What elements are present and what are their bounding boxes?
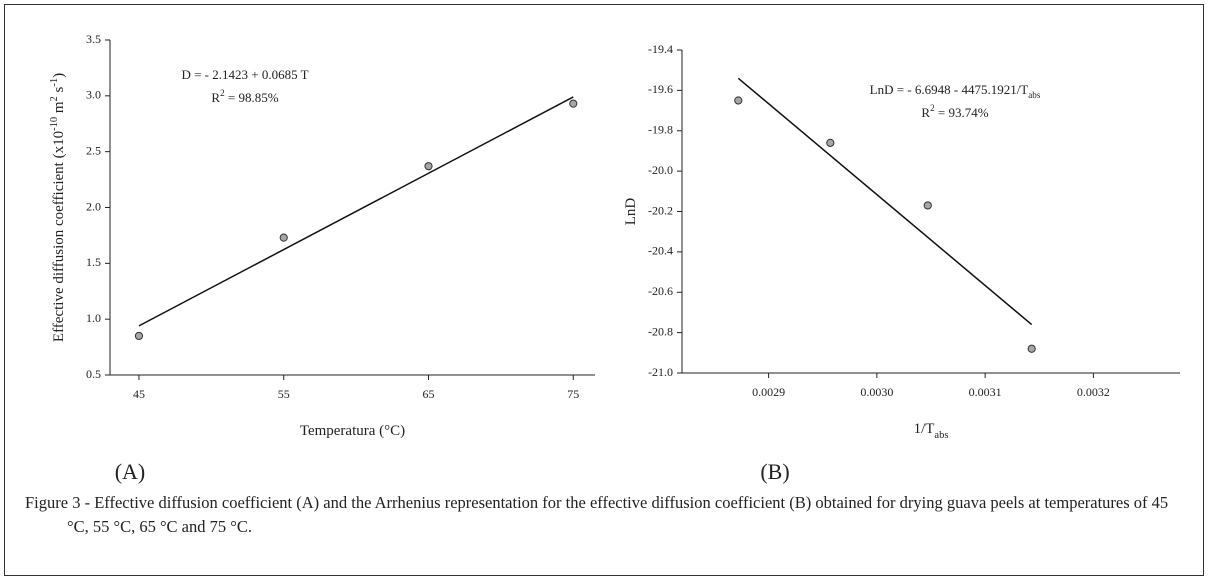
y-tick-label: 2.5 bbox=[86, 143, 101, 157]
fit-line bbox=[138, 96, 574, 327]
text-part: D = - 2.1423 + 0.0685 T bbox=[181, 67, 308, 82]
data-point bbox=[569, 99, 578, 108]
text-part: LnD = - 6.6948 - 4475.1921/T bbox=[870, 82, 1029, 97]
x-tick-label: 55 bbox=[278, 387, 290, 401]
data-point bbox=[279, 233, 288, 242]
data-point bbox=[826, 138, 835, 147]
annotation: D = - 2.1423 + 0.0685 T bbox=[181, 67, 308, 82]
y-tick-label: -19.4 bbox=[648, 42, 673, 56]
text-part: -10 bbox=[49, 117, 60, 131]
text-part: abs bbox=[934, 430, 948, 441]
x-axis-label: 1/Tabs bbox=[914, 421, 949, 440]
text-part: s bbox=[51, 86, 67, 96]
panel-label: (A) bbox=[115, 459, 146, 484]
y-tick-label: -20.4 bbox=[648, 244, 673, 258]
y-tick-label: 3.0 bbox=[86, 88, 101, 102]
y-tick-label: -20.8 bbox=[648, 324, 673, 338]
text-part: R bbox=[211, 90, 220, 105]
text-part: LnD bbox=[623, 198, 639, 226]
text-part: 2 bbox=[220, 88, 225, 98]
panel-label: (B) bbox=[760, 459, 789, 484]
text-part: = 98.85% bbox=[225, 90, 279, 105]
y-tick-label: -20.6 bbox=[648, 284, 673, 298]
text-part: ) bbox=[51, 73, 67, 78]
y-tick-label: 1.5 bbox=[86, 255, 101, 269]
data-point bbox=[424, 162, 433, 171]
x-tick-label: 0.0032 bbox=[1077, 385, 1110, 399]
y-tick-label: -21.0 bbox=[648, 365, 673, 379]
text-part: 2 bbox=[49, 96, 60, 101]
text-part: m bbox=[51, 101, 67, 117]
text-part: R bbox=[921, 105, 930, 120]
text-part: 1/T bbox=[914, 421, 935, 437]
x-tick-label: 0.0030 bbox=[860, 385, 893, 399]
annotation: R2 = 98.85% bbox=[211, 88, 278, 105]
text-part: 2 bbox=[930, 103, 935, 113]
caption: Figure 3 - Effective diffusion coefficie… bbox=[25, 493, 1169, 536]
text-part: Effective diffusion coefficient (x10 bbox=[51, 131, 67, 342]
text-part: Temperatura (°C) bbox=[300, 423, 405, 439]
y-tick-label: -20.2 bbox=[648, 203, 673, 217]
x-tick-label: 65 bbox=[423, 387, 435, 401]
annotation: LnD = - 6.6948 - 4475.1921/Tabs bbox=[870, 82, 1041, 100]
y-tick-label: 3.5 bbox=[86, 32, 101, 46]
x-tick-label: 0.0031 bbox=[969, 385, 1002, 399]
y-tick-label: 2.0 bbox=[86, 199, 101, 213]
y-axis-label: Effective diffusion coefficient (x10-10 … bbox=[49, 73, 68, 342]
annotation: R2 = 93.74% bbox=[921, 103, 988, 120]
y-axis-label: LnD bbox=[623, 198, 639, 226]
y-tick-label: -19.8 bbox=[648, 123, 673, 137]
y-tick-label: 0.5 bbox=[86, 367, 101, 381]
data-point bbox=[734, 96, 743, 105]
text-part: = 93.74% bbox=[935, 105, 989, 120]
frame bbox=[4, 4, 1204, 576]
fit-line bbox=[737, 77, 1033, 326]
data-point bbox=[1027, 344, 1036, 353]
x-tick-label: 45 bbox=[133, 387, 145, 401]
x-tick-label: 0.0029 bbox=[752, 385, 785, 399]
text-part: -1 bbox=[49, 78, 60, 87]
y-tick-label: -19.6 bbox=[648, 82, 673, 96]
x-axis-label: Temperatura (°C) bbox=[300, 423, 405, 439]
y-tick-label: -20.0 bbox=[648, 163, 673, 177]
text-part: abs bbox=[1028, 90, 1041, 100]
data-point bbox=[923, 201, 932, 210]
y-tick-label: 1.0 bbox=[86, 311, 101, 325]
x-tick-label: 75 bbox=[567, 387, 579, 401]
data-point bbox=[134, 331, 144, 341]
